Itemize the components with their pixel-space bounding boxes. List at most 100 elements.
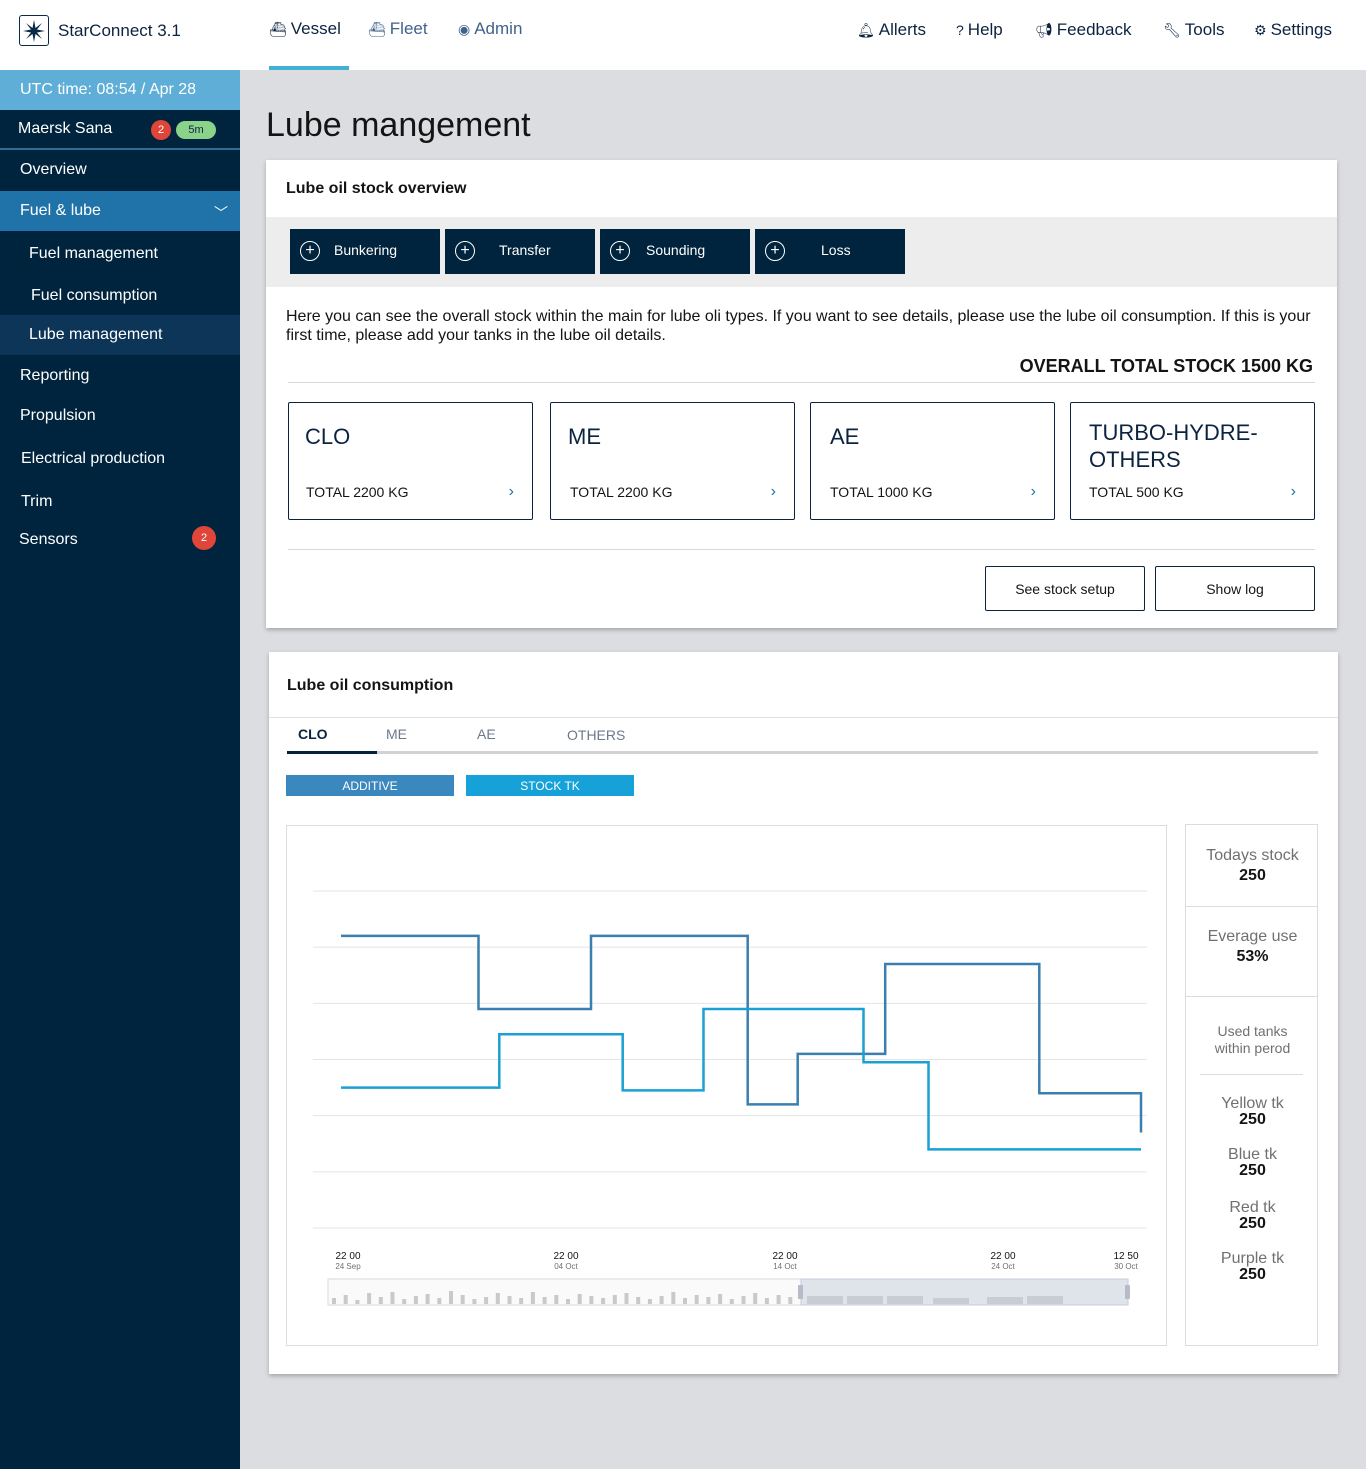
- loss-button[interactable]: + Loss: [755, 229, 905, 274]
- filter-stock-tk-button[interactable]: STOCK TK: [466, 775, 634, 796]
- tab-me[interactable]: ME: [386, 726, 407, 742]
- chart-navigator-bar: [776, 1295, 781, 1304]
- tab-fleet[interactable]: ⛴ Fleet: [368, 19, 428, 39]
- chevron-right-icon: ›: [1290, 483, 1296, 500]
- chart-navigator-bar: [343, 1295, 348, 1304]
- chart-navigator-bar: [460, 1295, 465, 1304]
- tank-value: 250: [1239, 1215, 1266, 1232]
- sidebar-item-label: Electrical production: [21, 450, 166, 467]
- x-tick-time: 22 00: [772, 1251, 797, 1262]
- tank-name: Yellow tk: [1221, 1095, 1284, 1112]
- vessel-selector[interactable]: Maersk Sana 2 5m: [0, 110, 240, 150]
- stock-overview-title: Lube oil stock overview: [286, 180, 467, 197]
- chevron-down-icon: ﹀: [214, 205, 228, 221]
- sidebar-item-fuel-consumption[interactable]: Fuel consumption: [0, 276, 240, 316]
- transfer-button[interactable]: + Transfer: [445, 229, 595, 274]
- stock-card-me[interactable]: ME TOTAL 2200 KG ›: [550, 402, 795, 520]
- average-use-value: 53%: [1236, 948, 1269, 965]
- stats-panel: Todays stock 250 Everage use 53% Used ta…: [1185, 824, 1318, 1346]
- sounding-button[interactable]: + Sounding: [600, 229, 750, 274]
- consumption-title: Lube oil consumption: [287, 677, 454, 694]
- todays-stock-value: 250: [1239, 867, 1266, 884]
- chart-navigator-bar: [987, 1297, 1023, 1304]
- sidebar-item-reporting[interactable]: Reporting: [0, 356, 240, 396]
- stock-card-turbo-hydre-others[interactable]: TURBO-HYDRE-OTHERS TOTAL 500 KG ›: [1070, 402, 1315, 520]
- x-tick-date: 30 Oct: [1114, 1262, 1138, 1271]
- chart-navigator-bar: [847, 1296, 883, 1304]
- plus-circle-icon: +: [455, 241, 475, 261]
- chart-navigator-bar: [495, 1293, 500, 1304]
- stock-card-total: TOTAL 500 KG: [1089, 484, 1184, 500]
- tools-label: Tools: [1184, 20, 1225, 39]
- settings-label: Settings: [1270, 20, 1332, 39]
- help-link[interactable]: ? Help: [956, 20, 1003, 40]
- sensors-alert-badge: 2: [192, 526, 216, 550]
- tank-value: 250: [1239, 1162, 1266, 1179]
- bunkering-button[interactable]: + Bunkering: [290, 229, 440, 274]
- tank-value: 250: [1239, 1266, 1266, 1283]
- tank-name: Blue tk: [1228, 1146, 1277, 1163]
- tab-clo[interactable]: CLO: [298, 726, 328, 742]
- tab-track: [287, 751, 1318, 754]
- chart-navigator-bar: [378, 1297, 383, 1304]
- chart-navigator-handle: [798, 1285, 803, 1299]
- bunkering-label: Bunkering: [334, 242, 398, 258]
- sidebar-item-overview[interactable]: Overview: [0, 150, 240, 190]
- star-logo-icon[interactable]: [19, 15, 49, 46]
- consumption-chart: 22 00 24 Sep 22 00 04 Oct 22 00 14 Oct 22 00 24…: [286, 825, 1167, 1346]
- stock-card-name: TURBO-HYDRE-OTHERS: [1089, 420, 1258, 472]
- tab-others[interactable]: OTHERS: [567, 727, 626, 743]
- sidebar-item-fuel-management[interactable]: Fuel management: [0, 234, 240, 274]
- chevron-right-icon: ›: [508, 483, 514, 500]
- see-stock-setup-button[interactable]: See stock setup: [985, 566, 1145, 611]
- feedback-label: Feedback: [1056, 20, 1132, 39]
- sidebar-item-trim[interactable]: Trim: [0, 482, 240, 522]
- tab-admin[interactable]: ◉ Admin: [458, 19, 522, 39]
- alerts-link[interactable]: 🔔︎ Allerts: [857, 20, 926, 40]
- sidebar-item-sensors[interactable]: Sensors 2: [0, 520, 240, 560]
- sidebar-item-label: Overview: [20, 161, 87, 178]
- stock-card-clo[interactable]: CLO TOTAL 2200 KG ›: [288, 402, 533, 520]
- chart-navigator-bar: [472, 1299, 477, 1304]
- tank-name: Purple tk: [1220, 1250, 1285, 1267]
- sidebar-item-label: Trim: [21, 493, 53, 510]
- sidebar-item-lube-management[interactable]: Lube management: [0, 315, 240, 355]
- stock-overview-card: Lube oil stock overview + Bunkering + Tr…: [266, 160, 1337, 628]
- sidebar-item-fuel-lube[interactable]: Fuel & lube ﹀: [0, 191, 240, 231]
- active-tab-indicator: [287, 751, 377, 754]
- tab-vessel[interactable]: ⛴ Vessel: [269, 19, 341, 39]
- chart-navigator-bar: [624, 1293, 629, 1304]
- x-tick-time: 12 50: [1113, 1251, 1138, 1262]
- tank-value: 250: [1239, 1111, 1266, 1128]
- app-title: StarConnect 3.1: [58, 21, 181, 40]
- sidebar-item-label: Fuel management: [29, 245, 158, 262]
- chart-navigator-bar: [647, 1299, 652, 1304]
- fleet-icon: ⛴: [368, 20, 386, 37]
- vessel-icon: ⛴: [269, 20, 287, 37]
- filter-additive-button[interactable]: ADDITIVE: [286, 775, 454, 796]
- stock-card-total: TOTAL 2200 KG: [306, 484, 409, 500]
- sidebar-item-propulsion[interactable]: Propulsion: [0, 396, 240, 436]
- sidebar-item-label: Fuel & lube: [20, 202, 101, 219]
- chart-navigator-bar: [683, 1298, 687, 1304]
- chart-navigator-bar: [706, 1297, 711, 1304]
- stock-card-ae[interactable]: AE TOTAL 1000 KG ›: [810, 402, 1055, 520]
- sounding-label: Sounding: [646, 242, 706, 258]
- divider: [1186, 996, 1317, 997]
- tab-admin-label: Admin: [474, 19, 523, 38]
- loss-label: Loss: [821, 242, 851, 258]
- tools-link[interactable]: 🔧︎ Tools: [1163, 20, 1224, 40]
- sidebar-item-electrical-production[interactable]: Electrical production: [0, 439, 240, 479]
- chart-navigator-bar: [484, 1297, 489, 1304]
- tab-ae[interactable]: AE: [477, 726, 496, 742]
- wrench-icon: 🔧︎: [1163, 21, 1181, 38]
- chevron-right-icon: ›: [770, 483, 776, 500]
- chart-navigator-bar: [612, 1295, 617, 1304]
- gear-icon: ⚙: [1254, 21, 1267, 38]
- stock-card-total: TOTAL 1000 KG: [830, 484, 933, 500]
- admin-icon: ◉: [458, 20, 471, 37]
- settings-link[interactable]: ⚙ Settings: [1254, 20, 1332, 40]
- show-log-button[interactable]: Show log: [1155, 566, 1315, 611]
- feedback-link[interactable]: 📢︎ Feedback: [1035, 20, 1131, 40]
- chart-navigator-bar: [671, 1292, 676, 1304]
